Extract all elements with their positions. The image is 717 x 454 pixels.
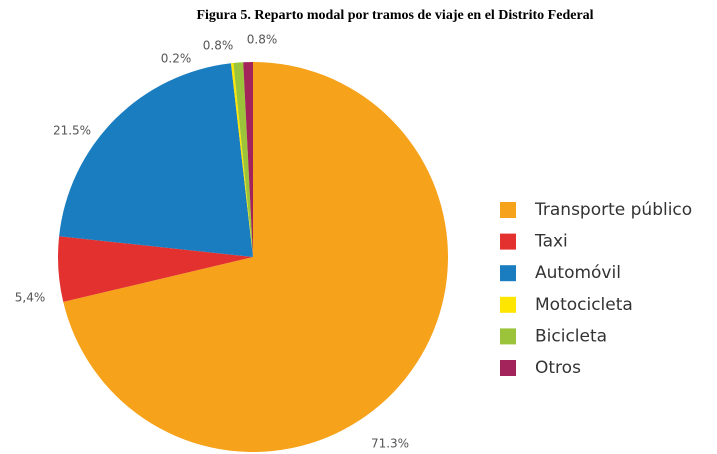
data-label: 0.8% (247, 33, 278, 47)
pie-slice (243, 62, 253, 257)
legend-label: Motocicleta (535, 295, 633, 315)
pie-slice (58, 236, 254, 302)
legend-swatch (500, 328, 516, 345)
legend-label: Automóvil (535, 263, 621, 283)
pie-slice (230, 62, 253, 257)
data-label: 0.2% (161, 52, 192, 66)
data-label: 21.5% (53, 124, 91, 138)
legend-swatch (500, 296, 516, 313)
pie-slice (63, 62, 448, 452)
legend-label: Otros (535, 358, 581, 378)
legend-label: Taxi (534, 232, 568, 252)
legend-swatch (500, 360, 516, 376)
data-label: 0.8% (203, 39, 234, 53)
data-label: 5,4% (15, 291, 46, 305)
data-label: 71.3% (371, 437, 409, 451)
legend-swatch (500, 233, 516, 250)
pie-slice (233, 62, 253, 257)
chart-title: Figura 5. Reparto modal por tramos de vi… (196, 8, 593, 23)
legend-swatch (500, 202, 516, 218)
pie-slice (59, 63, 254, 258)
legend-swatch (500, 265, 516, 282)
legend-label: Bicicleta (535, 326, 607, 346)
legend-label: Transporte público (534, 200, 692, 220)
